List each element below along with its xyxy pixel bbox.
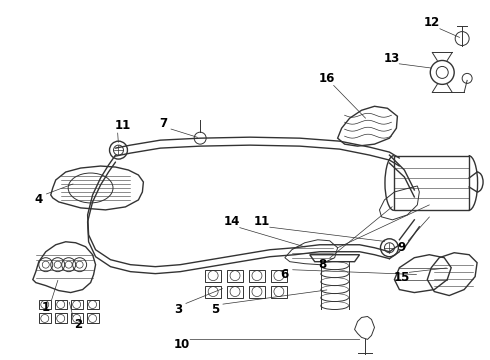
Text: 1: 1: [42, 301, 50, 314]
Bar: [394, 156, 468, 210]
Text: 7: 7: [159, 117, 168, 130]
Text: 9: 9: [397, 241, 406, 254]
Text: 4: 4: [35, 193, 43, 206]
Text: 12: 12: [424, 16, 441, 29]
Text: 13: 13: [383, 52, 399, 65]
Text: 16: 16: [318, 72, 335, 85]
Text: 14: 14: [224, 215, 240, 228]
Text: 11: 11: [114, 119, 131, 132]
Text: 6: 6: [281, 268, 289, 281]
Text: 2: 2: [74, 318, 83, 331]
Text: 10: 10: [174, 338, 191, 351]
Text: 5: 5: [211, 303, 219, 316]
Text: 11: 11: [254, 215, 270, 228]
Text: 8: 8: [318, 258, 327, 271]
Text: 15: 15: [393, 271, 410, 284]
Text: 3: 3: [174, 303, 182, 316]
